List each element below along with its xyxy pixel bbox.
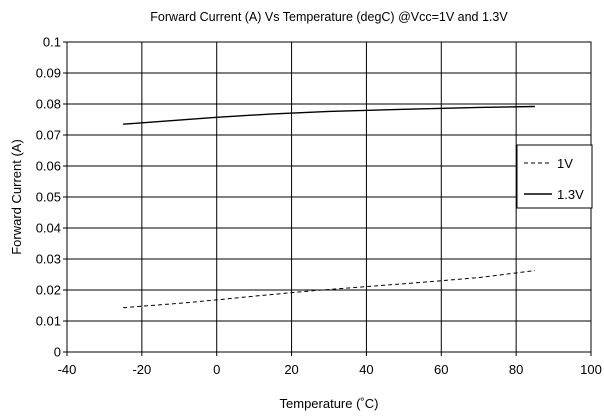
x-tick-label: -20: [132, 362, 151, 377]
legend-label: 1.3V: [557, 187, 584, 202]
x-tick-label: 20: [284, 362, 298, 377]
legend-box: [516, 144, 593, 209]
x-tick-label: 100: [580, 362, 602, 377]
y-tick-label: 0.07: [36, 128, 61, 143]
x-tick-label: 80: [509, 362, 523, 377]
legend: 1V 1.3V: [516, 144, 593, 209]
x-tick-label: 40: [359, 362, 373, 377]
x-tick-labels: -40 -20 0 20 40 60 80 100: [58, 362, 602, 377]
y-tick-label: 0.03: [36, 252, 61, 267]
y-axis-title: Forward Current (A): [9, 139, 24, 255]
y-tick-labels: 0 0.01 0.02 0.03 0.04 0.05 0.06 0.07 0.08 0.09 0.1: [36, 35, 61, 360]
y-tick-label: 0.02: [36, 283, 61, 298]
y-tick-label: 0.04: [36, 221, 61, 236]
x-axis-title: Temperature (˚C): [280, 396, 379, 411]
x-tick-label: -40: [58, 362, 77, 377]
legend-items: 1V 1.3V: [524, 156, 584, 202]
y-tick-label: 0.08: [36, 97, 61, 112]
y-tick-label: 0.05: [36, 190, 61, 205]
series-line-1v: [123, 270, 535, 309]
chart-title: Forward Current (A) Vs Temperature (degC…: [150, 10, 508, 24]
y-tick-label: 0.09: [36, 66, 61, 81]
y-tick-label: 0.1: [43, 35, 61, 50]
legend-label: 1V: [557, 156, 573, 171]
series-lines: [123, 105, 535, 309]
x-tick-label: 0: [213, 362, 220, 377]
y-tick-label: 0.06: [36, 159, 61, 174]
y-tick-label: 0.01: [36, 314, 61, 329]
series-line-1-3v: [123, 105, 535, 125]
y-tick-label: 0: [54, 345, 61, 360]
x-tick-label: 60: [434, 362, 448, 377]
